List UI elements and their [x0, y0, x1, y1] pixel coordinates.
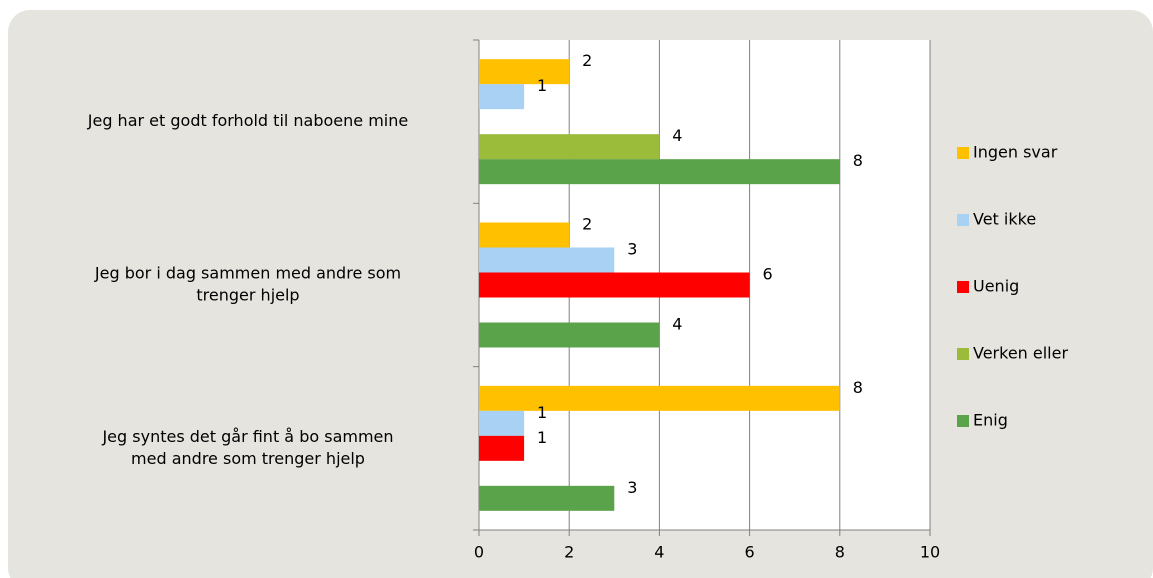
- bar: [479, 435, 525, 461]
- bar: [479, 322, 660, 348]
- value-label: 8: [853, 378, 863, 397]
- bar: [479, 272, 750, 298]
- legend-swatch: [957, 147, 969, 159]
- legend-swatch: [957, 281, 969, 293]
- value-label: 8: [853, 151, 863, 170]
- bar: [479, 385, 840, 411]
- value-label: 4: [672, 315, 682, 334]
- x-tick-label: 10: [920, 543, 940, 562]
- legend-label: Uenig: [973, 277, 1019, 296]
- y-tick-label: trenger hjelp: [196, 286, 299, 305]
- legend-swatch: [957, 348, 969, 360]
- y-tick-label: Jeg har et godt forhold til naboene mine: [87, 111, 408, 130]
- bar: [479, 134, 660, 160]
- bar: [479, 247, 615, 273]
- x-tick-label: 2: [564, 543, 574, 562]
- bar: [479, 222, 570, 248]
- value-label: 2: [582, 51, 592, 70]
- legend-label: Ingen svar: [973, 143, 1058, 162]
- legend-label: Vet ikke: [973, 210, 1036, 229]
- value-label: 6: [763, 265, 773, 284]
- value-label: 3: [627, 240, 637, 259]
- bar: [479, 59, 570, 85]
- value-label: 3: [627, 478, 637, 497]
- value-label: 4: [672, 126, 682, 145]
- x-tick-label: 8: [835, 543, 845, 562]
- x-tick-label: 4: [654, 543, 664, 562]
- y-tick-label: Jeg syntes det går fint å bo sammen: [101, 427, 393, 446]
- bar: [479, 159, 840, 185]
- bar: [479, 485, 615, 511]
- legend-swatch: [957, 214, 969, 226]
- value-label: 1: [537, 76, 547, 95]
- x-tick-label: 0: [474, 543, 484, 562]
- bar: [479, 410, 525, 436]
- legend-label: Enig: [973, 411, 1008, 430]
- legend-label: Verken eller: [973, 344, 1068, 363]
- y-tick-label: Jeg bor i dag sammen med andre som: [94, 264, 401, 283]
- y-tick-label: med andre som trenger hjelp: [131, 449, 365, 468]
- value-label: 2: [582, 215, 592, 234]
- value-label: 1: [537, 428, 547, 447]
- bar: [479, 84, 525, 110]
- x-tick-label: 6: [745, 543, 755, 562]
- legend-swatch: [957, 415, 969, 427]
- value-label: 1: [537, 403, 547, 422]
